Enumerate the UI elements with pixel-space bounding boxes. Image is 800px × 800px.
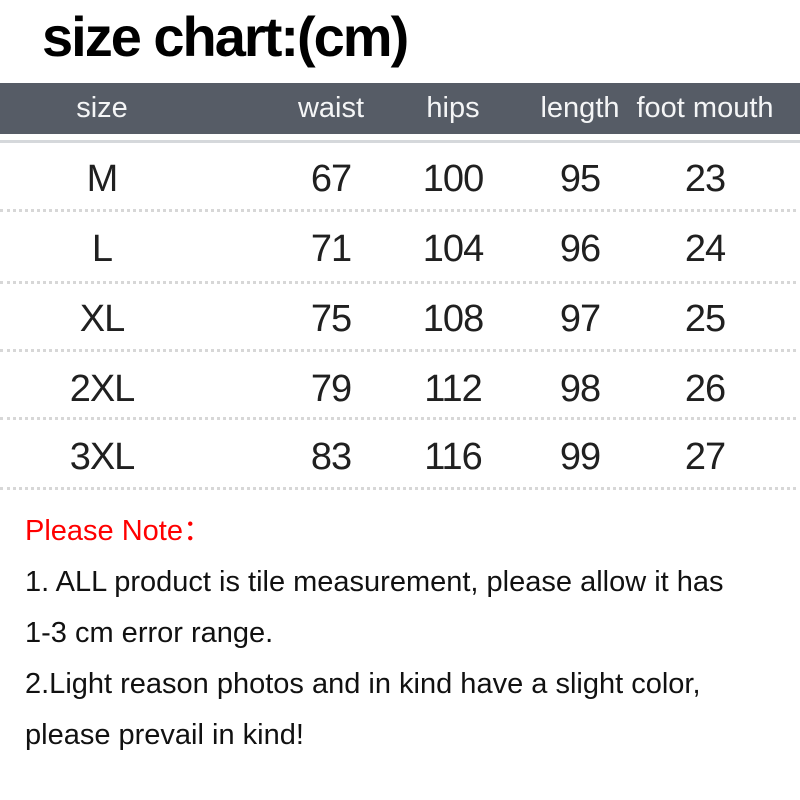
cell-waist: 67 (310, 158, 352, 200)
header-cell-length: length (540, 92, 620, 124)
cell-hips: 100 (422, 158, 484, 200)
row-separator (0, 487, 796, 490)
row-separator (0, 349, 796, 352)
cell-foot-mouth: 24 (684, 228, 726, 270)
note-line-2: 1-3 cm error range. (25, 617, 274, 649)
row-separator (0, 209, 796, 212)
table-row-2xl: 2XL 79 112 98 26 (0, 364, 800, 415)
table-row-3xl: 3XL 83 116 99 27 (0, 432, 800, 483)
cell-size: 3XL (69, 436, 136, 478)
cell-size: 2XL (69, 368, 136, 410)
cell-length: 98 (559, 368, 601, 410)
cell-foot-mouth: 25 (684, 298, 726, 340)
cell-waist: 75 (310, 298, 352, 340)
cell-waist: 71 (310, 228, 352, 270)
header-cell-hips: hips (426, 92, 480, 124)
notes-heading: Please Note： (25, 515, 212, 547)
note-line-4: please prevail in kind! (25, 719, 304, 751)
cell-waist: 83 (310, 436, 352, 478)
table-row-l: L 71 104 96 24 (0, 224, 800, 275)
cell-length: 96 (559, 228, 601, 270)
cell-foot-mouth: 26 (684, 368, 726, 410)
cell-length: 97 (559, 298, 601, 340)
header-cell-foot-mouth: foot mouth (636, 92, 774, 124)
cell-hips: 104 (422, 228, 484, 270)
note-line-3: 2.Light reason photos and in kind have a… (25, 668, 701, 700)
header-divider-line (0, 140, 800, 143)
cell-size: L (91, 228, 113, 270)
cell-size: M (86, 158, 119, 200)
cell-hips: 108 (422, 298, 484, 340)
note-line-1: 1. ALL product is tile measurement, plea… (25, 566, 724, 598)
cell-hips: 116 (424, 436, 483, 478)
header-cell-size: size (76, 92, 128, 124)
cell-length: 95 (559, 158, 601, 200)
cell-waist: 79 (310, 368, 352, 410)
notes-section: Please Note： 1. ALL product is tile meas… (25, 506, 724, 761)
cell-size: XL (79, 298, 125, 340)
cell-hips: 112 (424, 368, 483, 410)
table-header-row: size waist hips length foot mouth (0, 83, 800, 134)
row-separator (0, 417, 796, 420)
table-row-m: M 67 100 95 23 (0, 154, 800, 205)
cell-length: 99 (559, 436, 601, 478)
page-title: size chart:(cm) (42, 5, 409, 68)
header-cell-waist: waist (297, 92, 365, 124)
row-separator (0, 281, 796, 284)
table-row-xl: XL 75 108 97 25 (0, 294, 800, 345)
cell-foot-mouth: 23 (684, 158, 726, 200)
cell-foot-mouth: 27 (684, 436, 726, 478)
